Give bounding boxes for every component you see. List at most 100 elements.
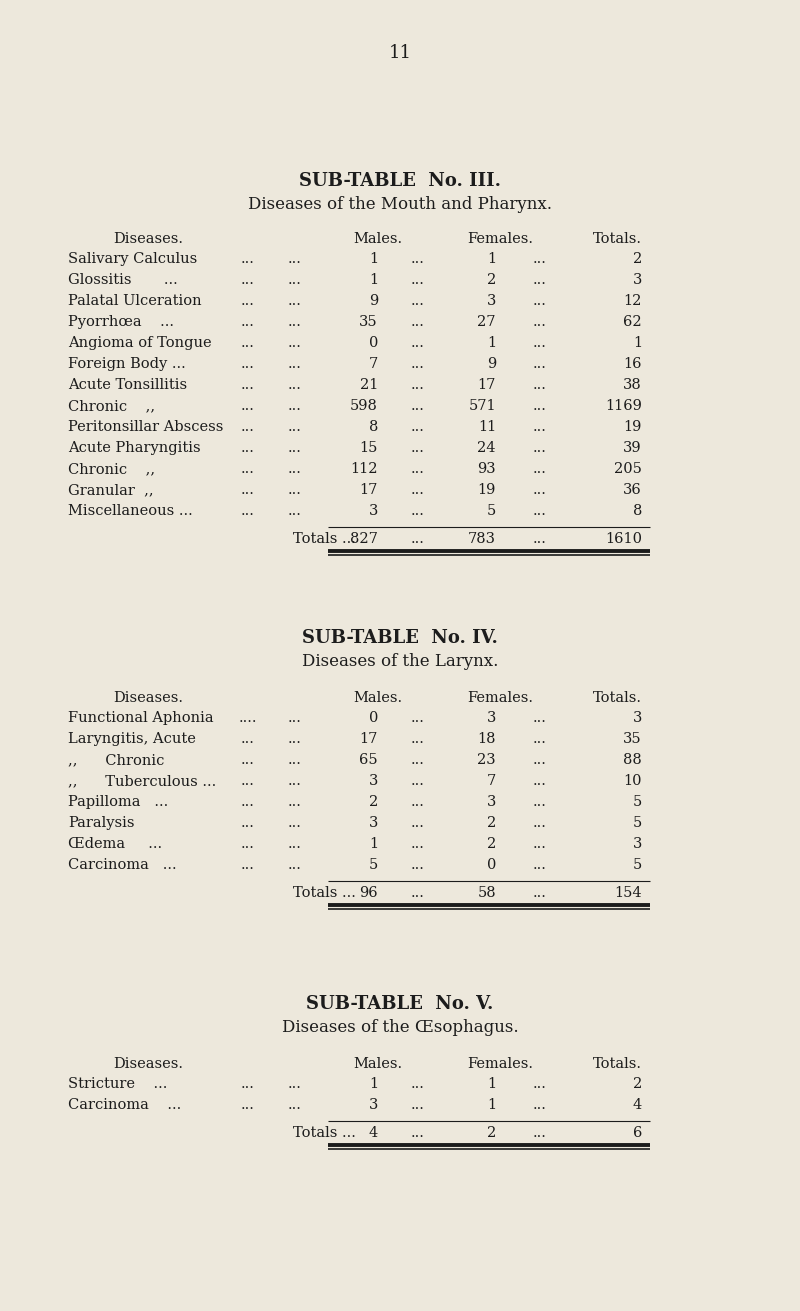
Text: Œdema     ...: Œdema ... <box>68 836 162 851</box>
Text: ...: ... <box>241 1099 255 1112</box>
Text: Functional Aphonia: Functional Aphonia <box>68 711 214 725</box>
Text: 3: 3 <box>633 836 642 851</box>
Text: 12: 12 <box>624 294 642 308</box>
Text: ...: ... <box>533 857 547 872</box>
Text: SUB-TABLE  No. IV.: SUB-TABLE No. IV. <box>302 629 498 648</box>
Text: ...: ... <box>288 273 302 287</box>
Text: 9: 9 <box>369 294 378 308</box>
Text: ...: ... <box>241 273 255 287</box>
Text: Paralysis: Paralysis <box>68 815 134 830</box>
Text: ...: ... <box>288 1099 302 1112</box>
Text: ...: ... <box>241 836 255 851</box>
Text: ...: ... <box>411 503 425 518</box>
Text: ...: ... <box>533 336 547 350</box>
Text: 19: 19 <box>624 420 642 434</box>
Text: ...: ... <box>411 294 425 308</box>
Text: ...: ... <box>533 532 547 545</box>
Text: ...: ... <box>533 482 547 497</box>
Text: ...: ... <box>411 461 425 476</box>
Text: ...: ... <box>533 461 547 476</box>
Text: 1: 1 <box>369 836 378 851</box>
Text: 571: 571 <box>468 399 496 413</box>
Text: Laryngitis, Acute: Laryngitis, Acute <box>68 732 196 746</box>
Text: 3: 3 <box>369 815 378 830</box>
Text: ...: ... <box>533 773 547 788</box>
Text: Peritonsillar Abscess: Peritonsillar Abscess <box>68 420 223 434</box>
Text: 1: 1 <box>369 1078 378 1091</box>
Text: ...: ... <box>411 836 425 851</box>
Text: ...: ... <box>533 315 547 329</box>
Text: ...: ... <box>411 1126 425 1141</box>
Text: 9: 9 <box>486 357 496 371</box>
Text: 3: 3 <box>369 773 378 788</box>
Text: ...: ... <box>411 378 425 392</box>
Text: ...: ... <box>411 440 425 455</box>
Text: ...: ... <box>288 336 302 350</box>
Text: 19: 19 <box>478 482 496 497</box>
Text: ...: ... <box>533 711 547 725</box>
Text: Totals.: Totals. <box>593 691 642 705</box>
Text: ...: ... <box>533 378 547 392</box>
Text: ...: ... <box>533 503 547 518</box>
Text: Salivary Calculus: Salivary Calculus <box>68 252 198 266</box>
Text: 1: 1 <box>633 336 642 350</box>
Text: ...: ... <box>411 532 425 545</box>
Text: ...: ... <box>288 815 302 830</box>
Text: ...: ... <box>241 503 255 518</box>
Text: 1610: 1610 <box>605 532 642 545</box>
Text: ...: ... <box>241 794 255 809</box>
Text: ...: ... <box>533 440 547 455</box>
Text: 24: 24 <box>478 440 496 455</box>
Text: 1: 1 <box>487 252 496 266</box>
Text: Miscellaneous ...: Miscellaneous ... <box>68 503 193 518</box>
Text: Stricture    ...: Stricture ... <box>68 1078 167 1091</box>
Text: ...: ... <box>241 815 255 830</box>
Text: 17: 17 <box>360 732 378 746</box>
Text: ...: ... <box>533 252 547 266</box>
Text: ...: ... <box>288 461 302 476</box>
Text: ...: ... <box>241 336 255 350</box>
Text: 598: 598 <box>350 399 378 413</box>
Text: ...: ... <box>533 815 547 830</box>
Text: ...: ... <box>241 252 255 266</box>
Text: ...: ... <box>288 711 302 725</box>
Text: 0: 0 <box>369 711 378 725</box>
Text: 3: 3 <box>486 294 496 308</box>
Text: Diseases of the Larynx.: Diseases of the Larynx. <box>302 653 498 670</box>
Text: ...: ... <box>411 399 425 413</box>
Text: ...: ... <box>533 294 547 308</box>
Text: ...: ... <box>411 357 425 371</box>
Text: ...: ... <box>533 1126 547 1141</box>
Text: 2: 2 <box>486 815 496 830</box>
Text: Acute Pharyngitis: Acute Pharyngitis <box>68 440 201 455</box>
Text: ...: ... <box>533 794 547 809</box>
Text: SUB-TABLE  No. V.: SUB-TABLE No. V. <box>306 995 494 1013</box>
Text: Totals ...: Totals ... <box>293 1126 356 1141</box>
Text: 8: 8 <box>633 503 642 518</box>
Text: ....: .... <box>238 711 258 725</box>
Text: ...: ... <box>411 732 425 746</box>
Text: 58: 58 <box>478 886 496 899</box>
Text: 38: 38 <box>623 378 642 392</box>
Text: 62: 62 <box>623 315 642 329</box>
Text: ...: ... <box>411 857 425 872</box>
Text: ...: ... <box>411 773 425 788</box>
Text: ...: ... <box>533 420 547 434</box>
Text: Glossitis       ...: Glossitis ... <box>68 273 178 287</box>
Text: 7: 7 <box>486 773 496 788</box>
Text: 21: 21 <box>360 378 378 392</box>
Text: ...: ... <box>288 357 302 371</box>
Text: ...: ... <box>288 1078 302 1091</box>
Text: ...: ... <box>241 378 255 392</box>
Text: 112: 112 <box>350 461 378 476</box>
Text: ...: ... <box>288 482 302 497</box>
Text: Chronic    ,,: Chronic ,, <box>68 399 155 413</box>
Text: Chronic    ,,: Chronic ,, <box>68 461 155 476</box>
Text: 0: 0 <box>486 857 496 872</box>
Text: ...: ... <box>288 440 302 455</box>
Text: Carcinoma   ...: Carcinoma ... <box>68 857 177 872</box>
Text: ,,      Chronic: ,, Chronic <box>68 753 164 767</box>
Text: ...: ... <box>288 315 302 329</box>
Text: 1: 1 <box>487 1078 496 1091</box>
Text: ...: ... <box>411 886 425 899</box>
